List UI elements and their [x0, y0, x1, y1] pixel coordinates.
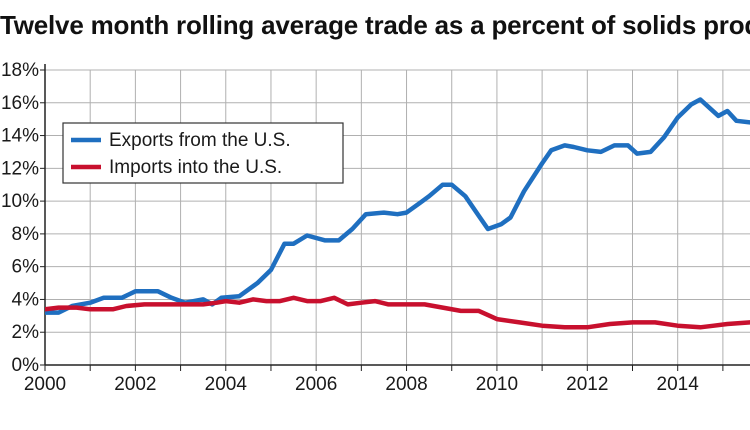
- legend-box: [62, 122, 344, 184]
- y-tick-label: 18%: [1, 60, 39, 81]
- x-tick-label: 2008: [385, 374, 427, 395]
- chart-title: Twelve month rolling average trade as a …: [0, 10, 750, 40]
- legend-label: Exports from the U.S.: [109, 130, 291, 151]
- x-tick-label: 2000: [24, 374, 66, 395]
- y-tick-label: 12%: [1, 158, 39, 179]
- x-tick-label: 2014: [657, 374, 700, 395]
- series-imports: [45, 295, 750, 330]
- y-tick-label: 0%: [12, 355, 40, 376]
- series-line: [45, 295, 750, 330]
- y-tick-label: 2%: [12, 322, 40, 343]
- y-tick-label: 4%: [12, 289, 40, 310]
- y-tick-label: 10%: [1, 191, 39, 212]
- x-tick-label: 2004: [205, 374, 248, 395]
- x-tick-label: 2010: [476, 374, 518, 395]
- y-tick-label: 8%: [12, 224, 40, 245]
- legend-label: Imports into the U.S.: [109, 157, 282, 178]
- legend: Exports from the U.S. Imports into the U.…: [62, 122, 344, 184]
- x-tick-label: 2006: [295, 374, 337, 395]
- y-tick-label: 16%: [1, 93, 39, 114]
- y-tick-label: 6%: [12, 257, 40, 278]
- x-tick-label: 2002: [114, 374, 156, 395]
- x-tick-label: 2012: [566, 374, 608, 395]
- y-tick-label: 14%: [1, 126, 39, 147]
